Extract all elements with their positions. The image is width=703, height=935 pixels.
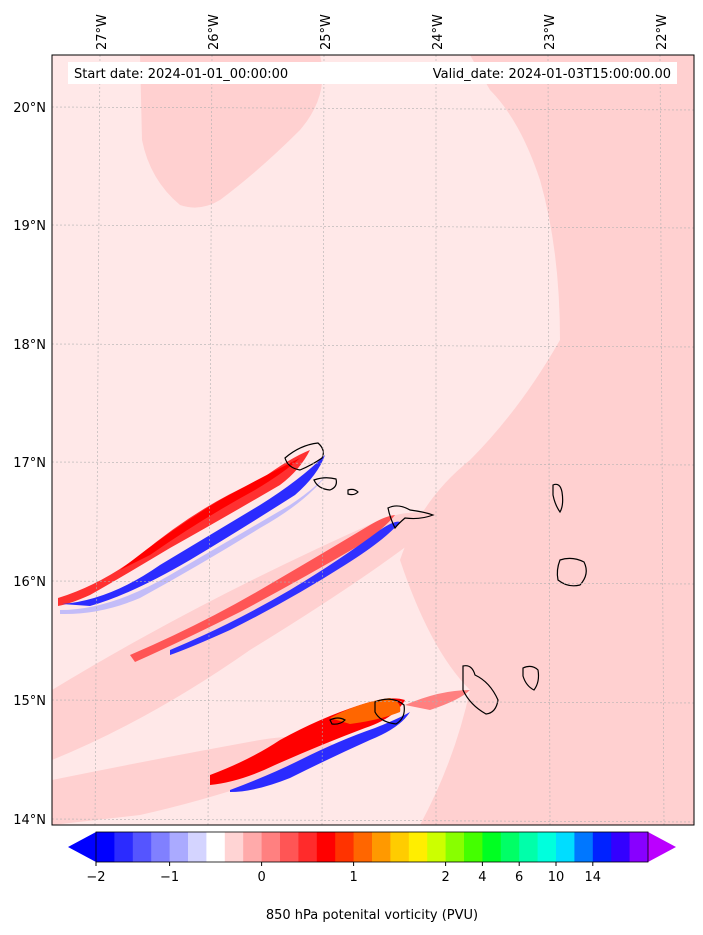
- colorbar-segment: [629, 832, 649, 862]
- pv-field-east: [400, 55, 694, 825]
- colorbar-ticks: −2 −1 0 1 2 4 6 10 14: [86, 862, 601, 885]
- island-fogo: [374, 698, 405, 725]
- colorbar-segment: [132, 832, 152, 862]
- colorbar-segment: [592, 832, 612, 862]
- island-santiago: [462, 665, 499, 715]
- colorbar-tick-label: 6: [515, 870, 523, 885]
- colorbar-segment: [206, 832, 226, 862]
- pv-filament-middle-negative: [170, 521, 400, 655]
- island-sao-nicolau: [387, 505, 435, 530]
- colorbar-segment: [390, 832, 410, 862]
- colorbar-segment: [372, 832, 391, 862]
- lon-label: 23°W: [543, 14, 558, 50]
- colorbar-segment: [482, 832, 502, 862]
- colorbar-segment: [188, 832, 207, 862]
- colorbar-segment: [280, 832, 299, 862]
- colorbar-segment: [500, 832, 520, 862]
- colorbar-outline: [95, 831, 649, 863]
- lon-label: 26°W: [207, 14, 222, 50]
- colorbar-segment: [298, 832, 318, 862]
- colorbar-segment: [261, 832, 281, 862]
- lon-label: 24°W: [431, 14, 446, 50]
- lat-label: 14°N: [13, 813, 46, 828]
- colorbar-tick-label: 4: [478, 870, 486, 885]
- colorbar-segment: [464, 832, 483, 862]
- island-sal: [552, 483, 564, 514]
- colorbar-over-arrow: [648, 832, 676, 862]
- pv-filament-north-positive-core: [120, 458, 300, 570]
- lon-label: 22°W: [655, 14, 670, 50]
- map-panel: Start date: 2024-01-01_00:00:00 Valid_da…: [52, 55, 694, 825]
- island-boa-vista: [556, 557, 587, 587]
- lat-label: 20°N: [13, 101, 46, 116]
- lon-label: 27°W: [95, 14, 110, 50]
- colorbar-tick-label: 0: [257, 870, 265, 885]
- island-santo-antao: [284, 442, 324, 471]
- colorbar-tick-label: 10: [548, 870, 565, 885]
- graticule: [52, 55, 694, 825]
- pv-field-southwest-band: [52, 512, 440, 760]
- pv-filament-south-negative: [230, 712, 410, 792]
- start-date-text: Start date: 2024-01-01_00:00:00: [74, 67, 288, 82]
- colorbar-tick-label: 1: [349, 870, 357, 885]
- longitude-axis: 27°W 26°W 25°W 24°W 23°W 22°W: [95, 14, 670, 50]
- colorbar-label: 850 hPa potenital vorticity (PVU): [266, 908, 478, 923]
- lat-label: 16°N: [13, 575, 46, 590]
- colorbar-segment: [151, 832, 171, 862]
- island-brava: [329, 717, 346, 725]
- colorbar-tick-label: 2: [441, 870, 449, 885]
- coastlines: [284, 442, 587, 725]
- colorbar-segment: [427, 832, 447, 862]
- lat-label: 19°N: [13, 219, 46, 234]
- colorbar-segment: [537, 832, 557, 862]
- colorbar-segment: [169, 832, 189, 862]
- latitude-axis: 20°N 19°N 18°N 17°N 16°N 15°N 14°N: [13, 101, 46, 828]
- colorbar-segment: [243, 832, 263, 862]
- colorbar-tick-label: −2: [86, 870, 105, 885]
- colorbar-segment: [574, 832, 594, 862]
- lon-label: 25°W: [319, 14, 334, 50]
- colorbar-segment: [519, 832, 539, 862]
- colorbar-segment: [556, 832, 575, 862]
- island-maio: [522, 665, 540, 691]
- colorbar-segment: [611, 832, 631, 862]
- colorbar-segments: [96, 832, 649, 862]
- pv-field-northwest: [140, 55, 323, 208]
- colorbar-under-arrow: [68, 832, 96, 862]
- pv-filament-middle-positive: [130, 515, 395, 662]
- map-frame: [51, 54, 695, 826]
- colorbar-segment: [316, 832, 336, 862]
- colorbar-tick-label: −1: [160, 870, 179, 885]
- colorbar-tick-label: 14: [585, 870, 602, 885]
- colorbar-segment: [224, 832, 244, 862]
- colorbar-segment: [353, 832, 373, 862]
- colorbar-segment: [408, 832, 428, 862]
- colorbar-segment: [96, 832, 115, 862]
- colorbar-segment: [445, 832, 465, 862]
- colorbar: −2 −1 0 1 2 4 6 10 14 850 hPa potenital vorticit…: [68, 831, 676, 923]
- header-box: [68, 62, 677, 84]
- colorbar-segment: [335, 832, 355, 862]
- colorbar-segment: [114, 832, 134, 862]
- valid-date-text: Valid_date: 2024-01-03T15:00:00.00: [433, 67, 671, 82]
- island-santa-luzia: [347, 488, 359, 496]
- pv-filament-south-orange: [330, 698, 401, 724]
- pv-filament-south-extension: [405, 690, 470, 710]
- lat-label: 17°N: [13, 456, 46, 471]
- island-sao-vicente: [313, 477, 337, 491]
- lat-label: 15°N: [13, 694, 46, 709]
- lat-label: 18°N: [13, 338, 46, 353]
